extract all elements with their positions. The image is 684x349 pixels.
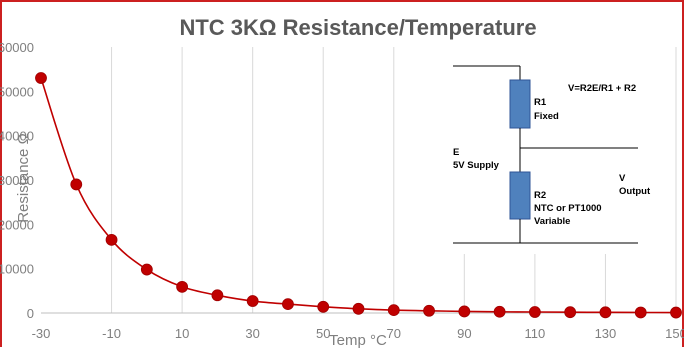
x-axis: -30 -10 10 30 50 70 90 110 130 150 bbox=[32, 326, 684, 341]
data-point bbox=[423, 304, 435, 317]
y-tick-label: 30000 bbox=[0, 173, 34, 188]
supply-label: E bbox=[453, 147, 459, 158]
supply-desc: 5V Supply bbox=[453, 160, 500, 171]
data-point bbox=[458, 305, 471, 318]
r2-label: R2 bbox=[534, 190, 546, 201]
x-tick-label: 110 bbox=[525, 326, 546, 341]
x-tick-label: 130 bbox=[595, 326, 617, 341]
x-tick-label: -30 bbox=[32, 326, 51, 341]
data-point bbox=[493, 305, 506, 318]
x-tick-label: 150 bbox=[665, 326, 684, 341]
series-layer bbox=[35, 72, 682, 319]
data-point bbox=[70, 178, 83, 191]
y-axis-label: Resistance Ω bbox=[15, 133, 32, 223]
r2-desc: NTC or PT1000 bbox=[534, 203, 602, 214]
data-point bbox=[105, 233, 118, 246]
x-tick-label: 70 bbox=[387, 326, 401, 341]
y-axis: 0 10000 20000 30000 40000 50000 60000 bbox=[0, 40, 34, 321]
y-tick-label: 20000 bbox=[0, 217, 34, 232]
data-point bbox=[634, 306, 647, 319]
formula-label: V=R2E/R1 + R2 bbox=[568, 83, 636, 94]
output-desc: Output bbox=[619, 186, 651, 197]
data-point bbox=[564, 306, 577, 319]
voltage-divider-diagram: V=R2E/R1 + R2 R1 Fixed E 5V Supply V Out… bbox=[448, 44, 670, 254]
y-tick-label: 50000 bbox=[0, 84, 34, 99]
r1-desc: Fixed bbox=[534, 111, 559, 122]
r1-label: R1 bbox=[534, 97, 547, 108]
chart-title: NTC 3KΩ Resistance/Temperature bbox=[179, 15, 536, 40]
y-tick-label: 0 bbox=[27, 306, 34, 321]
data-point bbox=[140, 263, 153, 276]
data-point bbox=[246, 295, 259, 307]
diagram-background bbox=[448, 44, 670, 254]
x-tick-label: 30 bbox=[245, 326, 259, 341]
data-point bbox=[176, 280, 189, 293]
r1-resistor bbox=[509, 79, 531, 129]
x-axis-label: Temp °C bbox=[329, 332, 387, 349]
data-point bbox=[670, 306, 682, 319]
data-point bbox=[317, 300, 330, 313]
data-point bbox=[599, 306, 612, 319]
output-label: V bbox=[619, 173, 626, 184]
y-tick-label: 10000 bbox=[0, 262, 34, 277]
data-point bbox=[528, 306, 541, 318]
x-tick-label: 90 bbox=[457, 326, 471, 341]
x-tick-label: -10 bbox=[102, 326, 121, 341]
data-point bbox=[352, 302, 365, 315]
r2-resistor bbox=[509, 171, 531, 220]
x-tick-label: 10 bbox=[175, 326, 189, 341]
r2-desc-2: Variable bbox=[534, 216, 570, 227]
data-point bbox=[211, 289, 224, 302]
y-tick-label: 40000 bbox=[0, 129, 34, 144]
data-point bbox=[282, 298, 294, 311]
y-tick-label: 60000 bbox=[0, 40, 34, 55]
x-tick-label: 50 bbox=[316, 326, 330, 341]
data-point bbox=[387, 304, 400, 317]
data-point bbox=[35, 72, 47, 84]
